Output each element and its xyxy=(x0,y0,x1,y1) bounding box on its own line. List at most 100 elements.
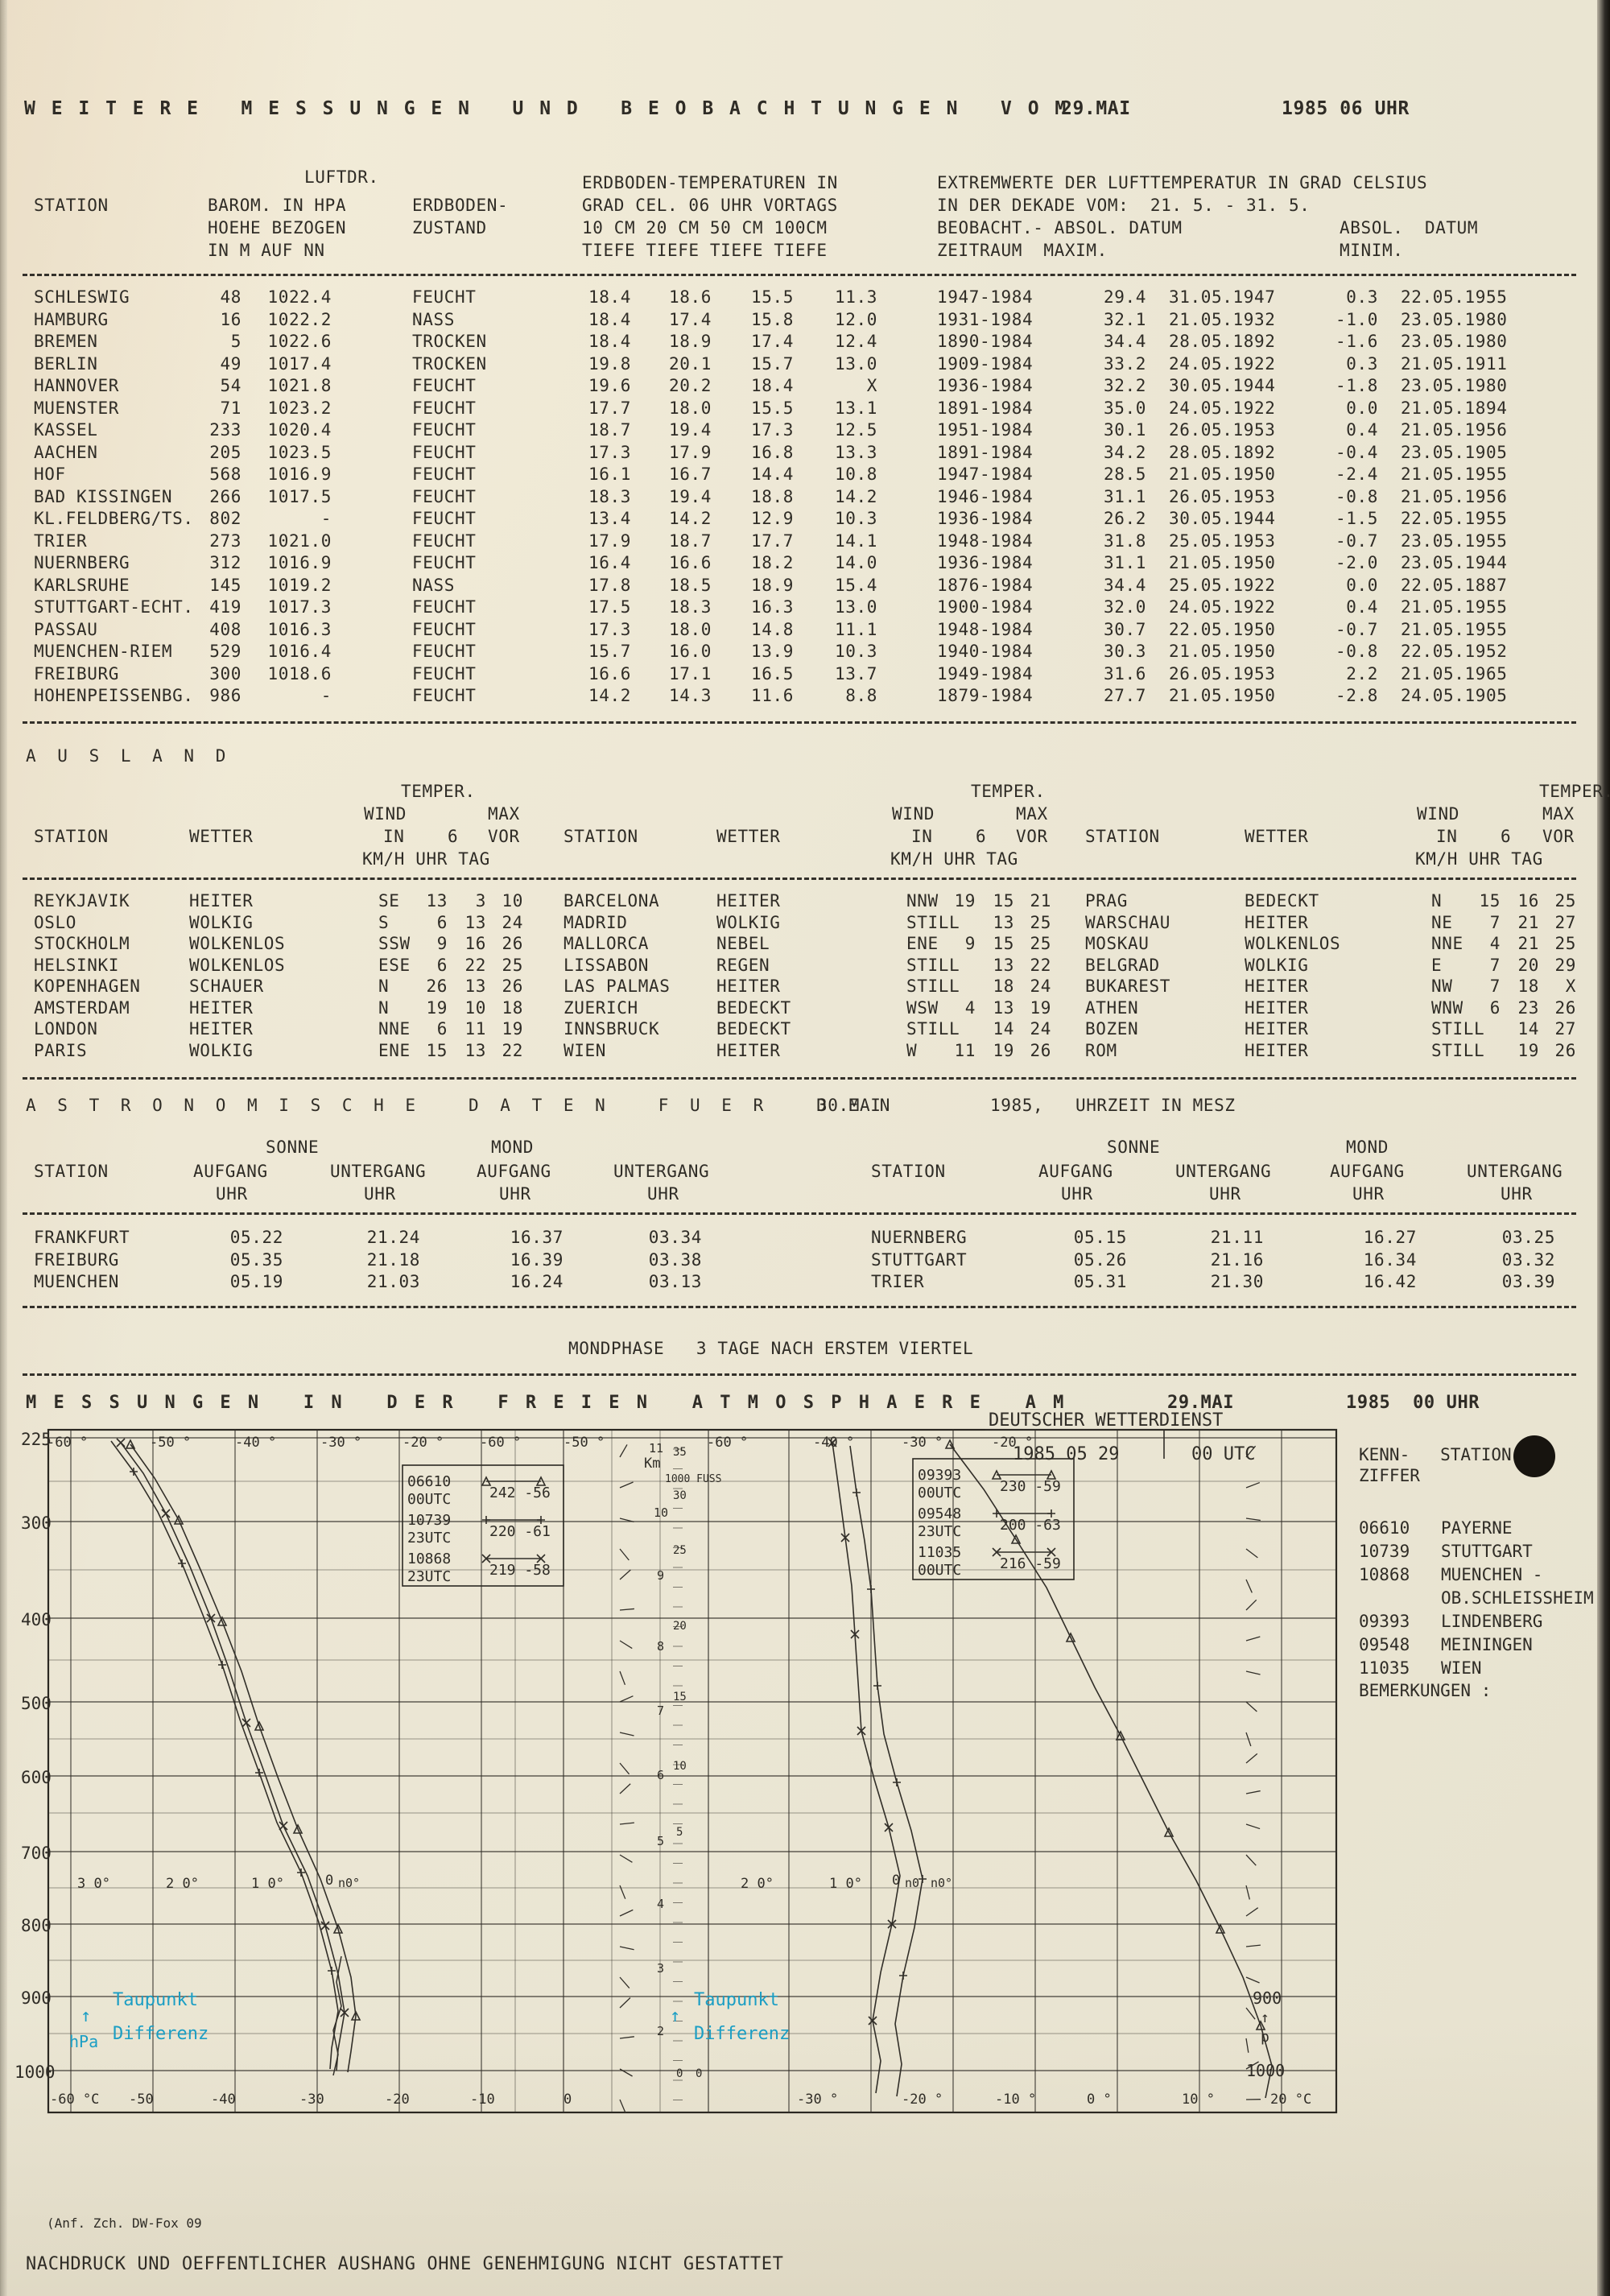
cell-ausland-station: MALLORCA xyxy=(564,934,649,953)
cell-min: 0.4 xyxy=(1346,597,1378,617)
cell-temp-6uhr: 14 xyxy=(1517,1019,1539,1039)
right-label-1000: 1000 xyxy=(1246,2061,1286,2080)
cell-hoehe: 408 xyxy=(209,620,242,639)
astro-header-untergang-r1: UNTERGANG xyxy=(1175,1162,1272,1181)
cell-max-datum: 31.05.1947 xyxy=(1169,287,1276,307)
km-tick-4: 4 xyxy=(657,1897,665,1911)
cell-station: BAD KISSINGEN xyxy=(34,487,173,506)
cell-ausland-wetter: WOLKIG xyxy=(189,913,254,932)
cell-max-datum: 21.05.1950 xyxy=(1169,553,1276,572)
x-axis-bottom-left-1: -50 xyxy=(129,2092,154,2108)
cell-ausland-station: PARIS xyxy=(34,1041,88,1060)
ausland-header-6-1: 6 xyxy=(448,827,459,846)
cell-t100: 10.3 xyxy=(835,509,877,528)
km-axis-top: 11 xyxy=(649,1441,664,1456)
cell-t20: 14.3 xyxy=(669,686,712,705)
cell-sonne-untergang: 21.16 xyxy=(1210,1250,1264,1270)
y-axis-tick-800: 800 xyxy=(21,1916,52,1935)
astro-header-station-right: STATION xyxy=(871,1162,946,1181)
astro-year: 1985, UHRZEIT IN MESZ xyxy=(990,1096,1236,1115)
astro-header-uhr-r1: UHR xyxy=(1061,1184,1093,1204)
cell-wind-speed: 13 xyxy=(426,891,448,911)
cell-max-datum: 28.05.1892 xyxy=(1169,332,1276,351)
cell-temp-max-vortag: 26 xyxy=(1030,1041,1051,1060)
section-title-atmosphere: M E S S U N G E N I N D E R F R E I E N … xyxy=(26,1393,1067,1413)
cell-max: 31.1 xyxy=(1104,487,1146,506)
cell-t20: 20.1 xyxy=(669,354,712,374)
cell-wind-speed: 6 xyxy=(436,1019,448,1039)
cell-temp-max-vortag: 22 xyxy=(1030,956,1051,975)
ink-blot-icon xyxy=(1513,1435,1555,1477)
cell-hoehe: 419 xyxy=(209,597,242,617)
cell-zeitraum: 1947-1984 xyxy=(937,465,1034,484)
cell-wind-speed: 6 xyxy=(1489,998,1501,1018)
km-tick-7: 7 xyxy=(657,1703,665,1718)
cell-temp-6uhr: 21 xyxy=(1517,934,1539,953)
atmosphere-year-time: 1985 00 UHR xyxy=(1346,1393,1480,1413)
ausland-header-6-2: 6 xyxy=(976,827,987,846)
cell-max-datum: 24.05.1922 xyxy=(1169,398,1276,418)
cell-t10: 18.4 xyxy=(588,287,631,307)
astro-header-station-left: STATION xyxy=(34,1162,109,1181)
cell-hoehe: 273 xyxy=(209,531,242,551)
section-title-ausland: A U S L A N D xyxy=(26,746,232,766)
cell-min: -2.4 xyxy=(1335,465,1378,484)
cell-wind-direction: W xyxy=(906,1041,918,1060)
cell-max-datum: 30.05.1944 xyxy=(1169,376,1276,395)
mondphase-label: MONDPHASE 3 TAGE NACH ERSTEM VIERTEL xyxy=(568,1339,974,1358)
cell-temp-6uhr: 11 xyxy=(464,1019,486,1039)
cell-wind-direction: STILL xyxy=(906,956,960,975)
y-axis-tick-400: 400 xyxy=(21,1610,52,1629)
cell-zustand: FEUCHT xyxy=(412,531,477,551)
cell-temp-max-vortag: 19 xyxy=(1030,998,1051,1018)
cell-zeitraum: 1900-1984 xyxy=(937,597,1034,617)
cell-t20: 18.3 xyxy=(669,597,712,617)
cell-temp-6uhr: 21 xyxy=(1517,913,1539,932)
cell-wind-direction: STILL xyxy=(1431,1019,1485,1039)
cell-ausland-wetter: HEITER xyxy=(1245,998,1309,1018)
astro-header-uhr-r4: UHR xyxy=(1501,1184,1533,1204)
feet-tick-0: 0 xyxy=(676,2067,683,2080)
cell-wind-speed: 6 xyxy=(436,913,448,932)
annotation-differenz-right: Differenz xyxy=(694,2024,791,2044)
cell-wind-direction: WSW xyxy=(906,998,939,1018)
cell-t100: 14.0 xyxy=(835,553,877,572)
y-axis-tick-600: 600 xyxy=(21,1768,52,1787)
cell-min: 0.3 xyxy=(1346,354,1378,374)
cell-t100: 13.7 xyxy=(835,664,877,683)
cell-t50: 14.8 xyxy=(751,620,794,639)
cell-max-datum: 28.05.1892 xyxy=(1169,443,1276,462)
cell-druck: 1021.8 xyxy=(267,376,332,395)
cell-min-datum: 23.05.1980 xyxy=(1401,310,1508,329)
cell-station: TRIER xyxy=(34,531,88,551)
cell-temp-6uhr: 13 xyxy=(993,913,1014,932)
cell-zustand: TROCKEN xyxy=(412,354,487,374)
cell-ausland-station: HELSINKI xyxy=(34,956,119,975)
y-axis-tick-700: 700 xyxy=(21,1844,52,1863)
cell-t50: 15.5 xyxy=(751,398,794,418)
cell-wind-speed: 15 xyxy=(426,1041,448,1060)
cell-temp-6uhr: 13 xyxy=(993,998,1014,1018)
x-axis-bottom-right-5: 20 °C xyxy=(1270,2092,1312,2108)
legend-code: 09548 xyxy=(1359,1635,1410,1654)
cell-temp-max-vortag: 24 xyxy=(1030,1019,1051,1039)
right-label-p: p xyxy=(1261,2029,1269,2046)
legend-code: 09393 xyxy=(1359,1612,1410,1631)
cell-temp-max-vortag: 22 xyxy=(502,1041,523,1060)
cell-temp-6uhr: 16 xyxy=(464,934,486,953)
cell-t10: 13.4 xyxy=(588,509,631,528)
cell-min: 0.0 xyxy=(1346,398,1378,418)
ausland-header-wind-2: WIND xyxy=(892,804,935,824)
ausland-header-station-2: STATION xyxy=(564,827,638,846)
cell-wind-direction: N xyxy=(378,977,390,996)
cell-t10: 14.2 xyxy=(588,686,631,705)
cell-mond-untergang: 03.25 xyxy=(1501,1228,1555,1247)
cell-ausland-wetter: WOLKIG xyxy=(716,913,781,932)
cell-min-datum: 22.05.1952 xyxy=(1401,642,1508,661)
x-axis-top-tick-1: -50 ° xyxy=(150,1435,192,1451)
scan-right-edge xyxy=(1597,0,1610,2296)
ausland-header-max-1: MAX xyxy=(488,804,520,824)
cell-t10: 17.5 xyxy=(588,597,631,617)
scan-left-edge xyxy=(0,0,7,2296)
